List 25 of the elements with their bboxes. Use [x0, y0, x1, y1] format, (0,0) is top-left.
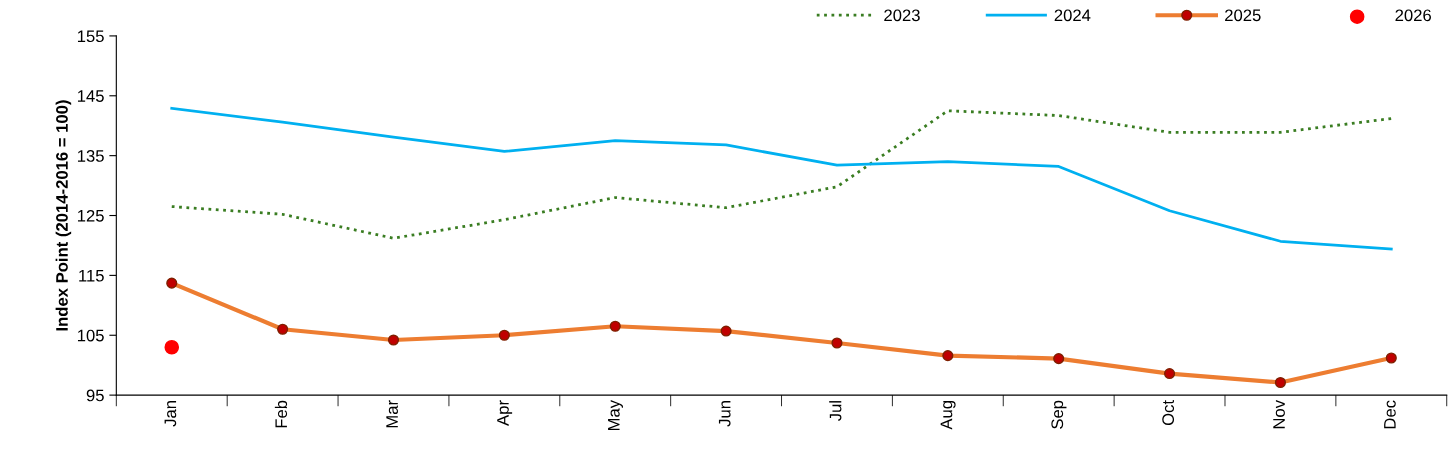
point [164, 339, 180, 355]
legend-label: 2024 [1054, 9, 1091, 22]
x-tick-label: Aug [940, 401, 956, 430]
y-tick-label: 95 [86, 389, 104, 402]
y-tick-label: 105 [77, 329, 104, 342]
legend-label: 2025 [1225, 9, 1261, 22]
x-tick-label: Apr [497, 400, 513, 426]
y-tick-label: 135 [77, 150, 104, 162]
y-tick-label: 115 [79, 269, 104, 282]
x-tick-label: Jan [164, 401, 177, 427]
x-tick-label: Jun [718, 401, 731, 427]
y-tick-label: 145 [77, 90, 104, 102]
y-tick-label: 155 [77, 30, 104, 43]
x-tick-label: Sep [1051, 400, 1067, 429]
x-tick-label: Nov [1273, 400, 1285, 429]
x-tick-label: Oct [1162, 400, 1175, 426]
x-tick-label: Mar [386, 400, 398, 428]
legend-label: 2026 [1395, 9, 1431, 22]
x-tick-label: May [608, 400, 623, 431]
y-tick-label: 125 [77, 209, 104, 222]
y-axis-title: Index Point (2014-2016 = 100) [55, 100, 72, 331]
x-tick-label: Dec [1384, 400, 1396, 429]
x-tick-label: Feb [274, 400, 288, 428]
legend-label: 2023 [884, 9, 920, 22]
x-tick-label: Jul [829, 401, 842, 422]
